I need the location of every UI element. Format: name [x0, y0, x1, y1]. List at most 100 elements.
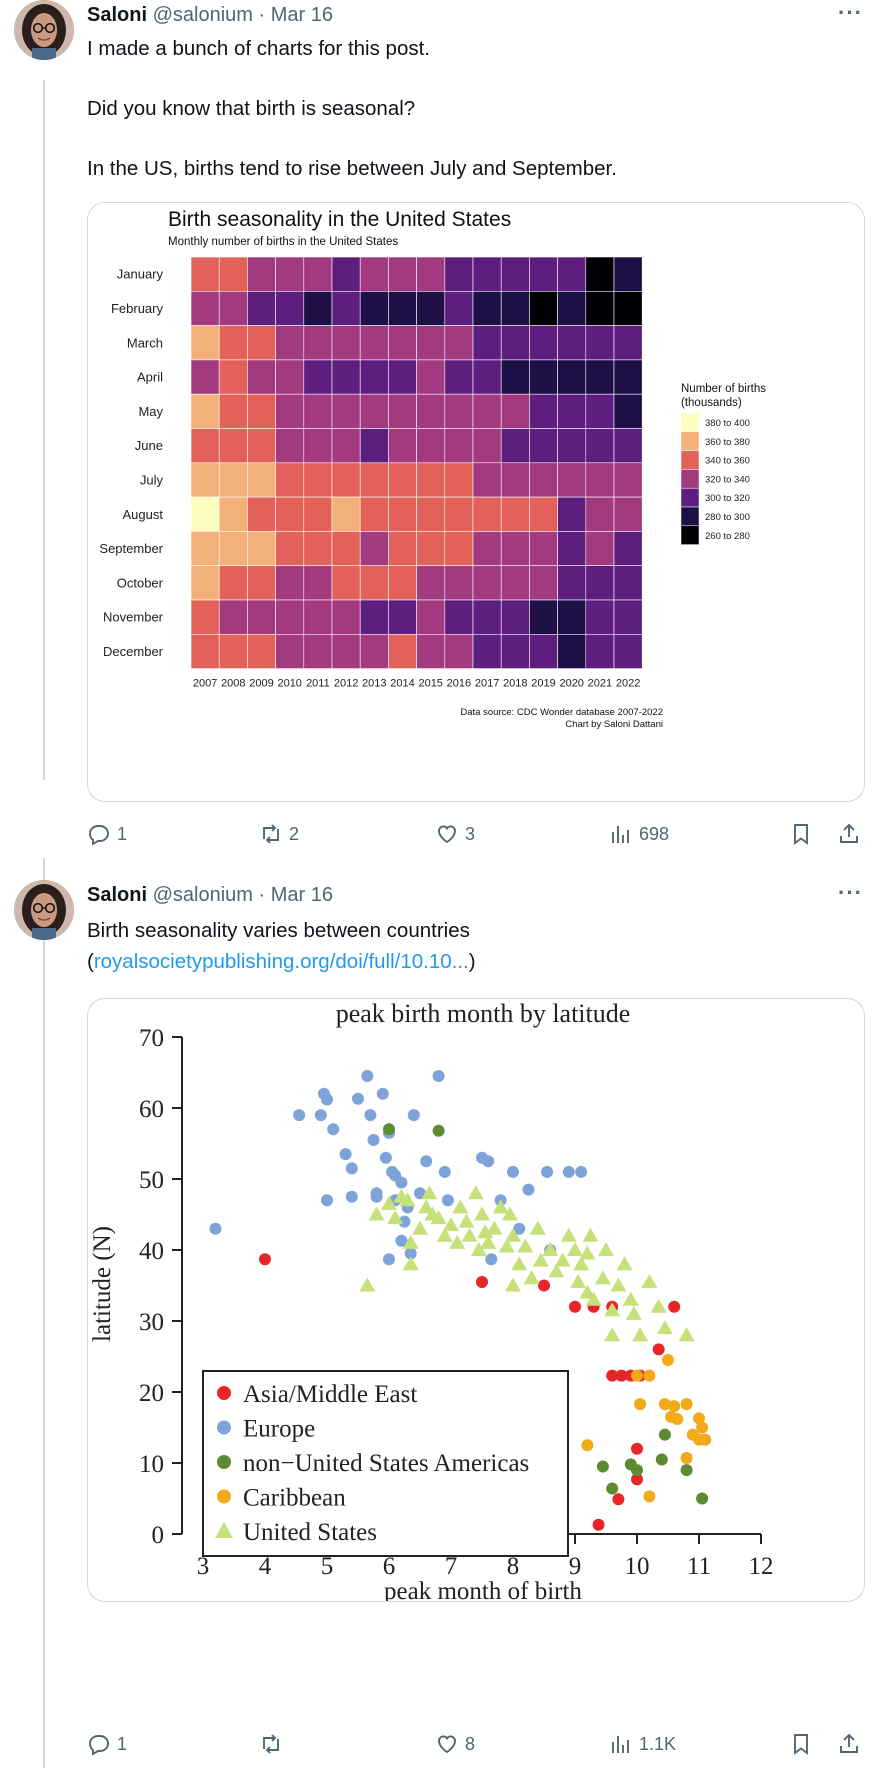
- scatter-legend-box: [202, 1370, 569, 1557]
- avatar[interactable]: [14, 880, 74, 940]
- heatmap-cell: [557, 633, 587, 669]
- bookmark-button[interactable]: [789, 1732, 813, 1756]
- legend-marker: [215, 1522, 233, 1538]
- data-point-united-states: [477, 1224, 494, 1239]
- heatmap-cell: [613, 256, 643, 292]
- legend-swatch: [680, 525, 700, 545]
- heatmap-cell: [500, 325, 530, 361]
- author-name[interactable]: Saloni: [87, 4, 148, 26]
- tweet-header: Saloni @salonium · Mar 16: [87, 4, 333, 27]
- x-tick-label: 9: [569, 1553, 582, 1580]
- more-options-icon[interactable]: ···: [838, 880, 863, 905]
- heatmap-row-label: July: [140, 472, 164, 487]
- data-point: [612, 1493, 625, 1506]
- data-point: [562, 1165, 575, 1178]
- heatmap-cell: [585, 599, 615, 635]
- heatmap-row-label: August: [123, 507, 164, 522]
- heatmap-cell: [331, 291, 361, 326]
- heatmap-cell: [613, 393, 643, 429]
- heatmap-cell: [557, 325, 587, 361]
- heatmap-col-label: 2015: [418, 678, 442, 690]
- heatmap-cell: [359, 531, 389, 566]
- heatmap-cell: [359, 359, 389, 395]
- tweet-date[interactable]: Mar 16: [270, 4, 333, 26]
- heatmap-cell: [359, 325, 389, 361]
- heatmap-col-label: 2021: [588, 678, 612, 690]
- like-button[interactable]: 3: [435, 822, 475, 846]
- heatmap-cell: [388, 256, 417, 292]
- heatmap-cell: [585, 565, 615, 601]
- heatmap-cell: [613, 496, 643, 532]
- heatmap-cell: [331, 393, 361, 429]
- data-point: [655, 1453, 668, 1466]
- heatmap-cell: [359, 462, 389, 498]
- like-button[interactable]: 8: [435, 1732, 475, 1756]
- heatmap-cell: [303, 291, 333, 326]
- heatmap-col-label: 2017: [475, 678, 499, 690]
- data-point: [680, 1464, 693, 1477]
- heatmap-cell: [585, 462, 615, 498]
- repost-button[interactable]: [259, 1732, 289, 1756]
- data-point-united-states: [523, 1270, 540, 1285]
- heatmap-image[interactable]: Birth seasonality in the United States Mo…: [87, 202, 865, 802]
- legend-marker: [217, 1455, 231, 1469]
- tweet-text-line-2: (royalsocietypublishing.org/doi/full/10.…: [87, 947, 476, 977]
- reply-button[interactable]: 1: [87, 822, 127, 846]
- repost-button[interactable]: 2: [259, 822, 299, 846]
- views-button[interactable]: 1.1K: [609, 1732, 676, 1756]
- data-point-united-states: [656, 1320, 673, 1335]
- data-point: [696, 1492, 709, 1505]
- scatter-image[interactable]: peak birth month by latitude 3 4 5 6 7 8 9 10 11 1…: [87, 998, 865, 1602]
- heatmap-cell: [275, 291, 305, 326]
- data-point: [209, 1222, 222, 1235]
- bookmark-button[interactable]: [789, 822, 813, 846]
- tweet-date[interactable]: Mar 16: [270, 884, 333, 906]
- data-point-united-states: [532, 1252, 549, 1267]
- author-name[interactable]: Saloni: [87, 884, 148, 906]
- heatmap-cell: [585, 291, 615, 326]
- avatar[interactable]: [14, 0, 74, 60]
- share-button[interactable]: [837, 1732, 861, 1756]
- article-link[interactable]: royalsocietypublishing.org/doi/full/10.1…: [93, 950, 469, 973]
- share-button[interactable]: [837, 822, 861, 846]
- heatmap-cell: [275, 359, 305, 395]
- data-point-united-states: [650, 1298, 667, 1313]
- data-point-united-states: [573, 1256, 590, 1271]
- data-point-united-states: [585, 1291, 602, 1306]
- heatmap-cell: [472, 599, 502, 635]
- data-point: [668, 1300, 681, 1313]
- x-tick-label: 4: [259, 1553, 272, 1580]
- legend-swatch: [680, 469, 700, 489]
- heatmap-cell: [585, 325, 615, 361]
- data-point-united-states: [359, 1277, 376, 1292]
- author-handle[interactable]: @salonium: [152, 4, 253, 26]
- heatmap-cell: [444, 256, 474, 292]
- heatmap-cell: [500, 496, 530, 532]
- heatmap-cell: [529, 325, 558, 361]
- heatmap-cell: [218, 633, 248, 669]
- heatmap-cell: [557, 291, 587, 326]
- data-point-united-states: [492, 1199, 509, 1214]
- heatmap-cell: [331, 462, 361, 498]
- author-handle[interactable]: @salonium: [152, 884, 253, 906]
- y-axis-label: latitude (N): [89, 1226, 116, 1342]
- data-point-united-states: [501, 1206, 518, 1221]
- heatmap-cell: [388, 531, 417, 566]
- heatmap-cell: [247, 428, 276, 464]
- heatmap-cell: [275, 565, 305, 601]
- data-point-united-states: [381, 1195, 397, 1210]
- heatmap-cell: [416, 256, 446, 292]
- more-options-icon[interactable]: ···: [838, 0, 863, 25]
- heatmap-cell: [529, 496, 558, 532]
- reply-button[interactable]: 1: [87, 1732, 127, 1756]
- heatmap-cell: [331, 496, 361, 532]
- data-point: [420, 1155, 433, 1168]
- data-point-united-states: [399, 1192, 416, 1207]
- heatmap-cell: [557, 359, 587, 395]
- data-point: [696, 1421, 709, 1434]
- views-button[interactable]: 698: [609, 822, 669, 846]
- repost-icon: [263, 1734, 279, 1754]
- data-point-united-states: [498, 1238, 515, 1253]
- data-point-united-states: [421, 1185, 438, 1200]
- data-point-united-states: [470, 1242, 487, 1256]
